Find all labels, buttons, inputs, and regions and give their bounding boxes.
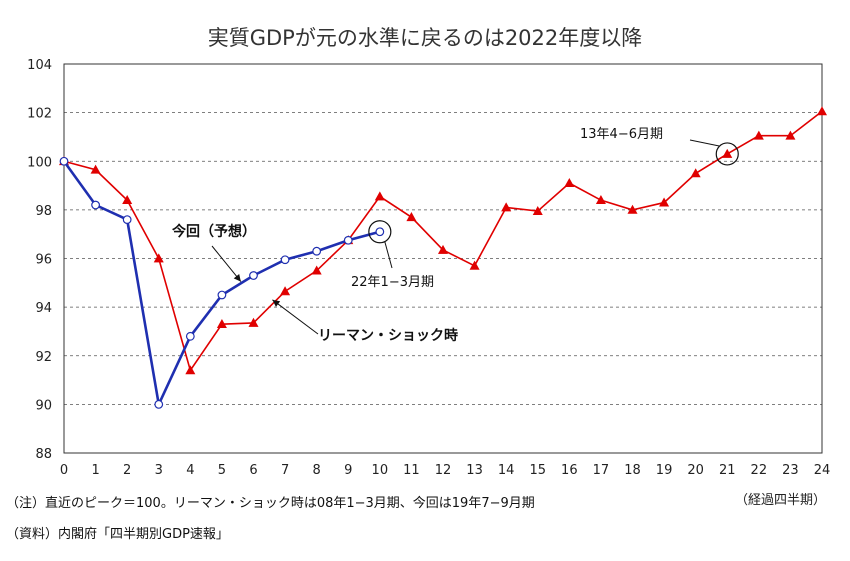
callout-line [272,299,319,335]
x-axis-label: （経過四半期） [735,493,826,508]
data-point [154,399,164,409]
data-point [690,168,701,178]
data-point [816,106,828,116]
data-series [58,106,828,409]
callout-arrowhead [233,273,241,282]
x-tick-label: 2 [123,463,131,478]
x-tick-label: 18 [624,463,641,478]
data-point [722,148,733,158]
data-point [406,212,417,222]
annotation-current: 今回（予想） [171,223,256,240]
x-tick-label: 14 [498,463,515,478]
data-point [59,156,69,166]
x-tick-label: 5 [218,463,226,478]
data-point [90,164,101,174]
data-point [532,205,543,215]
x-tick-label: 22 [751,463,768,478]
data-point [501,202,512,212]
x-tick-label: 16 [561,463,578,478]
x-tick-label: 15 [529,463,546,478]
data-point [753,130,764,140]
callout-line [211,245,242,282]
data-point [627,204,638,214]
highlight-circle [715,142,739,166]
data-point [217,290,227,300]
data-point [280,286,291,296]
plot-area [63,63,823,454]
data-point [312,246,322,256]
y-tick-label: 92 [35,350,52,365]
y-tick-label: 90 [35,398,52,413]
x-tick-label: 24 [814,463,831,478]
annotation-lehman: リーマン・ショック時 [318,327,458,344]
annotation-13q2: 13年4−6月期 [580,127,663,142]
data-point [311,265,322,275]
x-tick-label: 3 [155,463,163,478]
series-line [62,160,381,409]
y-tick-label: 88 [35,447,52,462]
chart-title: 実質GDPが元の水準に戻るのは2022年度以降 [208,26,643,50]
data-point [216,319,227,329]
x-tick-label: 8 [313,463,321,478]
x-tick-label: 0 [60,463,68,478]
data-point [153,253,164,263]
data-point [249,271,258,280]
chart-note: （注）直近のピーク＝100。リーマン・ショック時は08年1−3月期、今回は19年… [6,496,535,511]
callout-arrowhead [272,299,281,307]
data-point [185,331,195,341]
callout-line [384,241,393,269]
y-tick-label: 96 [35,253,52,268]
highlight-circle [368,220,392,244]
gridlines [64,112,822,405]
x-tick-label: 23 [782,463,799,478]
x-tick-label: 20 [687,463,704,478]
x-tick-label: 12 [435,463,452,478]
series-current-forecast [59,156,385,409]
x-axis: 0 1 2 3 4 5 6 7 8 9 10 11 12 13 14 15 16 17 18 19 20 21 22 23 24 [60,463,830,478]
x-tick-label: 1 [91,463,99,478]
y-tick-label: 102 [27,107,52,122]
data-point [437,244,449,254]
x-tick-label: 9 [344,463,352,478]
x-tick-label: 4 [186,463,194,478]
x-tick-label: 7 [281,463,289,478]
x-tick-label: 17 [593,463,610,478]
data-point [375,227,385,237]
data-point [469,260,480,270]
data-point [595,195,606,205]
data-point [185,365,196,375]
series-lehman-shock [58,106,828,375]
data-point [91,200,100,210]
y-tick-label: 98 [35,204,52,219]
data-point [564,178,575,188]
x-tick-label: 21 [719,463,736,478]
y-tick-label: 100 [27,155,52,170]
y-tick-label: 94 [35,301,52,316]
x-tick-label: 19 [656,463,673,478]
x-tick-label: 6 [249,463,257,478]
data-point [122,195,133,205]
x-tick-label: 10 [372,463,389,478]
data-point [785,130,796,140]
data-point [343,235,353,245]
y-axis: 88 90 92 94 96 98 100 102 104 [27,58,52,462]
annotation-22q1: 22年1−3月期 [351,275,434,290]
x-tick-label: 13 [466,463,483,478]
y-tick-label: 104 [27,58,52,73]
x-tick-label: 11 [403,463,420,478]
data-point [248,317,259,327]
data-point [374,191,385,201]
data-point [122,215,132,225]
data-point [659,197,670,207]
chart-source: （資料）内閣府「四半期別GDP速報」 [6,527,229,542]
data-point [280,255,290,265]
callout-line [689,139,720,147]
annotations: 今回（予想） リーマン・ショック時 22年1−3月期 13年4−6月期 [171,127,739,344]
